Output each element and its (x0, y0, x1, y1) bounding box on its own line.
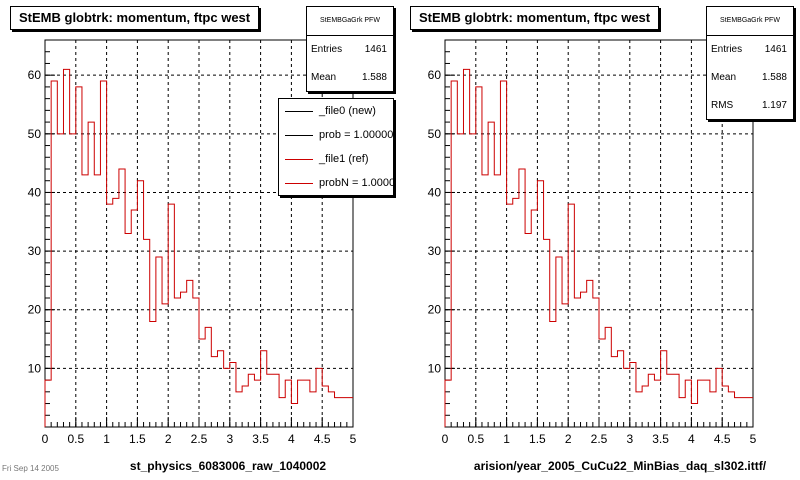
histogram-plot: 0 0.5 1 1.5 2 2.5 3 3.5 4 4.5 5 10 20 30 40 50 60 st_phys… (28, 39, 357, 473)
x-tick-label: 4.5 (714, 432, 731, 446)
y-tick-label: 10 (428, 361, 442, 375)
legend-line-swatch (285, 110, 313, 112)
stats-label: Mean (711, 72, 737, 83)
legend-line-swatch (285, 182, 313, 184)
x-axis-label: st_physics_6083006_raw_1040002 (130, 459, 326, 473)
x-axis-label: arision/year_2005_CuCu22_MinBias_daq_sl3… (474, 459, 767, 473)
x-tick-label: 2 (565, 432, 572, 446)
legend-label: _file1 (ref) (319, 153, 369, 165)
legend-line-swatch (285, 134, 313, 136)
histogram-series-line (44, 68, 353, 427)
x-tick-label: 0 (442, 432, 449, 446)
stats-row-entries: Entries 1461 (707, 36, 793, 64)
y-tick-label: 60 (428, 68, 442, 82)
stats-row-rms: RMS 1.197 (707, 92, 793, 120)
x-tick-label: 4 (688, 432, 695, 446)
histogram-series-line (444, 68, 753, 427)
stats-label: Entries (711, 44, 743, 55)
x-tick-label: 5 (750, 432, 757, 446)
stats-row-entries: Entries 1461 (307, 36, 393, 64)
x-tick-label: 1.5 (529, 432, 546, 446)
x-tick-label: 2.5 (591, 432, 608, 446)
legend-entry-new: _file0 (new) (279, 99, 393, 123)
x-tick-label: 3.5 (652, 432, 669, 446)
y-tick-label: 50 (428, 127, 442, 141)
stats-value: 1461 (764, 44, 787, 55)
y-tick-label: 20 (428, 303, 442, 317)
stats-title: StEMBGaGrk PFW (707, 7, 793, 36)
histogram-title: StEMB globtrk: momentum, ftpc west (410, 6, 660, 30)
x-tick-label: 0.5 (67, 432, 84, 446)
x-tick-label: 1 (503, 432, 510, 446)
x-tick-label: 1.5 (129, 432, 146, 446)
y-tick-label: 60 (28, 68, 42, 82)
x-tick-label: 0.5 (467, 432, 484, 446)
legend-entry-ref: _file1 (ref) (279, 147, 393, 171)
stats-label: RMS (711, 100, 734, 111)
x-tick-label: 3.5 (252, 432, 269, 446)
stats-value: 1461 (364, 44, 387, 55)
x-tick-label: 4 (288, 432, 295, 446)
x-tick-label: 2 (165, 432, 172, 446)
stats-value: 1.197 (761, 100, 787, 111)
x-tick-label: 0 (42, 432, 49, 446)
legend-entry-probn: probN = 1.000000 (279, 171, 393, 195)
histogram-panel-left: 0 0.5 1 1.5 2 2.5 3 3.5 4 4.5 5 10 20 30 40 50 60 st_phys… (2, 6, 394, 473)
stats-label: Mean (311, 72, 337, 83)
legend: _file0 (new) prob = 1.000000 _file1 (ref… (278, 98, 394, 196)
histogram-title: StEMB globtrk: momentum, ftpc west (10, 6, 260, 30)
y-tick-label: 10 (28, 361, 42, 375)
x-tick-label: 4.5 (314, 432, 331, 446)
stats-title: StEMBGaGrk PFW (307, 7, 393, 36)
stats-row-mean: Mean 1.588 (307, 64, 393, 92)
stats-value: 1.588 (761, 72, 787, 83)
legend-label: prob = 1.000000 (319, 129, 394, 141)
stats-value: 1.588 (361, 72, 387, 83)
x-tick-label: 2.5 (191, 432, 208, 446)
stats-label: Entries (311, 44, 343, 55)
histogram-plot: 0 0.5 1 1.5 2 2.5 3 3.5 4 4.5 5 10 20 30 40 50 60 arision… (428, 39, 767, 473)
stats-box: StEMBGaGrk PFW Entries 1461 Mean 1.588 R… (706, 6, 794, 120)
legend-entry-prob: prob = 1.000000 (279, 123, 393, 147)
legend-label: _file0 (new) (319, 105, 376, 117)
x-tick-label: 3 (626, 432, 633, 446)
y-tick-label: 40 (28, 185, 42, 199)
legend-label: probN = 1.000000 (319, 177, 394, 189)
stats-box: StEMBGaGrk PFW Entries 1461 Mean 1.588 (306, 6, 394, 92)
histogram-panel-right: 0 0.5 1 1.5 2 2.5 3 3.5 4 4.5 5 10 20 30 40 50 60 arision… (400, 0, 800, 480)
y-tick-label: 30 (428, 244, 442, 258)
legend-line-swatch (285, 158, 313, 160)
stats-row-mean: Mean 1.588 (707, 64, 793, 92)
y-tick-label: 30 (28, 244, 42, 258)
y-tick-label: 40 (428, 185, 442, 199)
x-tick-label: 5 (350, 432, 357, 446)
x-tick-label: 3 (226, 432, 233, 446)
y-tick-label: 50 (28, 127, 42, 141)
x-tick-label: 1 (103, 432, 110, 446)
footer-date: Fri Sep 14 2005 (2, 464, 59, 473)
y-tick-label: 20 (28, 303, 42, 317)
